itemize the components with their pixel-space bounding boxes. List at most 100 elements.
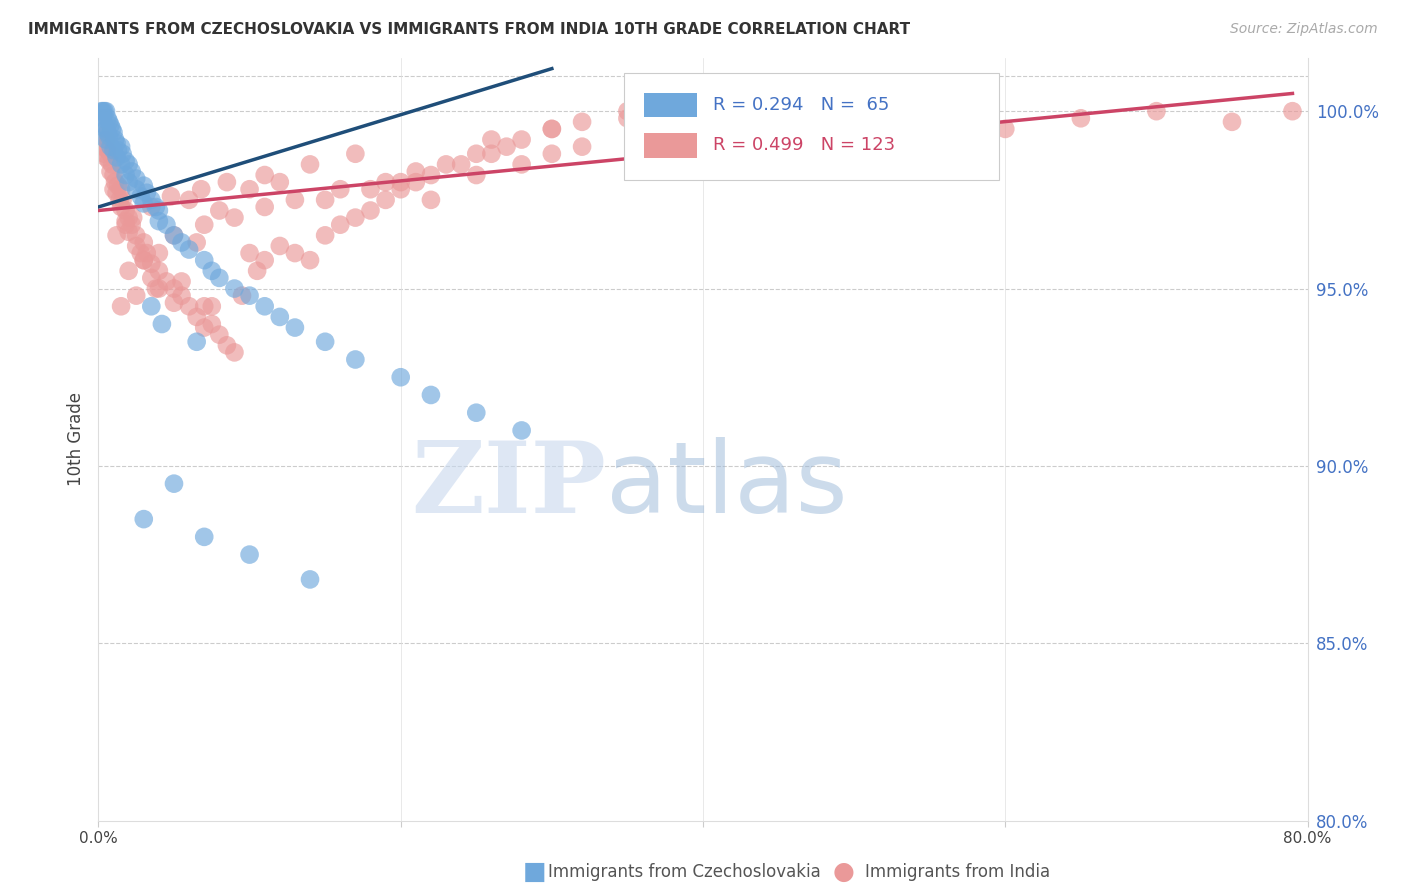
- Point: [118, 211, 141, 225]
- Text: R = 0.294   N =  65: R = 0.294 N = 65: [713, 95, 889, 113]
- Point: [201, 264, 224, 278]
- Point: [246, 264, 269, 278]
- Point: [114, 218, 136, 232]
- Point: [141, 200, 163, 214]
- Text: Immigrants from Czechoslovakia: Immigrants from Czechoslovakia: [548, 863, 821, 881]
- Point: [94, 122, 117, 136]
- Point: [389, 175, 412, 189]
- Point: [314, 193, 336, 207]
- Point: [186, 334, 208, 349]
- Point: [190, 182, 212, 196]
- Point: [132, 178, 155, 193]
- Point: [155, 218, 177, 232]
- Point: [647, 112, 669, 126]
- Point: [135, 246, 157, 260]
- Point: [284, 320, 307, 334]
- Point: [94, 132, 117, 146]
- Point: [101, 122, 124, 136]
- Point: [114, 153, 136, 168]
- Point: [110, 139, 132, 153]
- Point: [132, 512, 155, 526]
- Point: [186, 235, 208, 250]
- Point: [465, 406, 488, 420]
- Point: [118, 264, 141, 278]
- Text: ■: ■: [523, 861, 546, 884]
- Point: [132, 253, 155, 268]
- Point: [918, 112, 941, 126]
- Point: [103, 126, 125, 140]
- Point: [160, 189, 183, 203]
- Point: [201, 299, 224, 313]
- Point: [105, 150, 128, 164]
- Point: [450, 157, 472, 171]
- Point: [253, 299, 276, 313]
- Point: [125, 239, 148, 253]
- Point: [91, 104, 114, 119]
- Point: [150, 317, 173, 331]
- Point: [224, 345, 246, 359]
- Point: [616, 104, 638, 119]
- Point: [692, 104, 714, 119]
- Point: [114, 214, 136, 228]
- Point: [163, 281, 186, 295]
- Point: [193, 530, 215, 544]
- FancyBboxPatch shape: [644, 134, 697, 158]
- Point: [93, 104, 115, 119]
- Point: [110, 157, 132, 171]
- Point: [114, 168, 136, 182]
- Point: [155, 275, 177, 289]
- Point: [231, 288, 253, 302]
- Point: [103, 182, 125, 196]
- Point: [98, 128, 121, 143]
- Point: [98, 153, 121, 168]
- Point: [105, 186, 128, 200]
- Point: [94, 104, 117, 119]
- Point: [389, 182, 412, 196]
- Point: [148, 246, 170, 260]
- FancyBboxPatch shape: [644, 93, 697, 118]
- FancyBboxPatch shape: [624, 73, 1000, 180]
- Point: [465, 168, 488, 182]
- Point: [208, 271, 231, 285]
- Point: [100, 164, 122, 178]
- Point: [253, 168, 276, 182]
- Point: [299, 573, 322, 587]
- Point: [215, 338, 238, 352]
- Point: [118, 225, 141, 239]
- Point: [616, 112, 638, 126]
- Point: [141, 257, 163, 271]
- Point: [118, 175, 141, 189]
- Point: [239, 182, 262, 196]
- Point: [135, 186, 157, 200]
- Point: [96, 112, 118, 126]
- Point: [420, 193, 443, 207]
- Point: [129, 189, 152, 203]
- Point: [141, 299, 163, 313]
- Point: [163, 228, 186, 243]
- Point: [148, 281, 170, 295]
- Point: [540, 122, 562, 136]
- Point: [571, 139, 593, 153]
- Point: [269, 239, 291, 253]
- Point: [93, 146, 115, 161]
- Point: [299, 157, 322, 171]
- Point: [405, 175, 427, 189]
- Point: [105, 136, 128, 150]
- Point: [224, 281, 246, 295]
- Point: [179, 193, 201, 207]
- Point: [314, 228, 336, 243]
- Point: [132, 235, 155, 250]
- Point: [103, 168, 125, 182]
- Point: [132, 253, 155, 268]
- Point: [481, 132, 503, 146]
- Point: [90, 128, 112, 143]
- Point: [148, 203, 170, 218]
- Point: [253, 200, 276, 214]
- Point: [374, 193, 396, 207]
- Point: [994, 122, 1017, 136]
- Point: [420, 388, 443, 402]
- Point: [96, 126, 118, 140]
- Point: [148, 264, 170, 278]
- Point: [125, 171, 148, 186]
- Text: ●: ●: [832, 861, 855, 884]
